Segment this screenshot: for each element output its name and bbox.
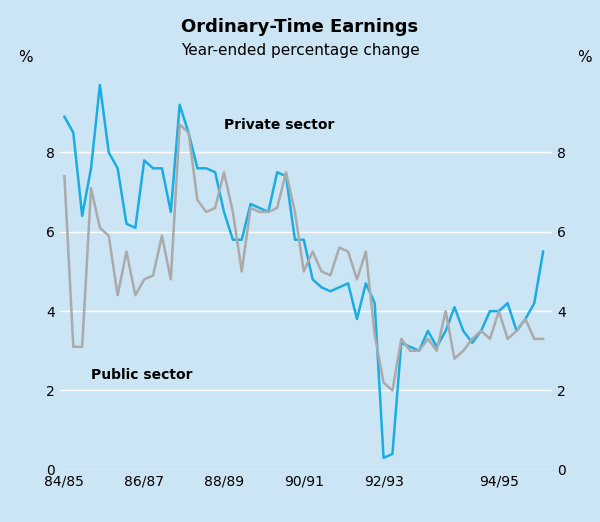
Text: Public sector: Public sector <box>91 367 193 382</box>
Y-axis label: %: % <box>577 50 591 65</box>
Text: Private sector: Private sector <box>224 117 334 132</box>
Text: Ordinary-Time Earnings: Ordinary-Time Earnings <box>181 18 419 36</box>
Text: Year-ended percentage change: Year-ended percentage change <box>181 43 419 58</box>
Y-axis label: %: % <box>18 50 33 65</box>
